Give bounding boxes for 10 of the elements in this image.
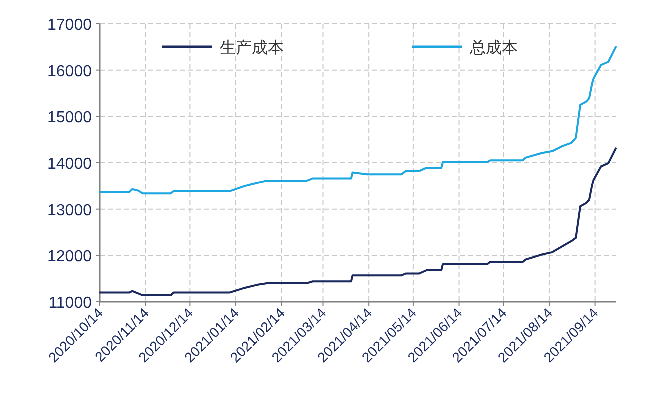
y-tick-label: 16000 <box>48 63 92 80</box>
y-tick-label: 14000 <box>48 156 92 173</box>
y-tick-label: 11000 <box>48 295 92 312</box>
y-tick-label: 17000 <box>48 17 92 34</box>
y-tick-label: 12000 <box>48 248 92 266</box>
legend-label: 总成本 <box>469 39 518 57</box>
legend-label: 生产成本 <box>220 39 284 57</box>
line-series <box>99 148 617 297</box>
y-tick-label: 15000 <box>48 110 92 127</box>
y-tick-label: 13000 <box>48 202 92 220</box>
